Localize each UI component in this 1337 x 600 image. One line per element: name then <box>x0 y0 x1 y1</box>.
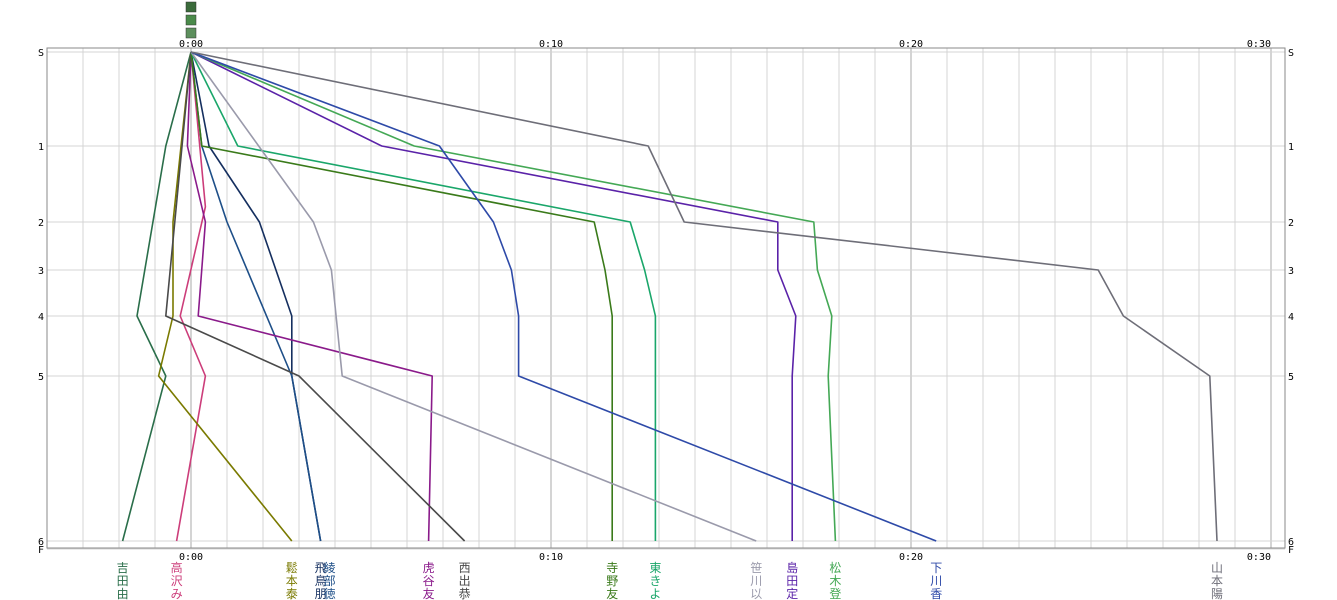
series-name: 虎谷友 <box>423 561 435 600</box>
y-tick-label-right: 4 <box>1288 312 1294 323</box>
y-tick-label-right: 1 <box>1288 142 1294 153</box>
series-name: 寺野友 <box>606 561 618 600</box>
x-tick-label-top: 0:20 <box>899 39 923 50</box>
y-tick-label-right: 3 <box>1288 266 1294 277</box>
y-tick-label-right: 2 <box>1288 218 1294 229</box>
x-tick-label-top: 0:00 <box>179 39 203 50</box>
series-line <box>190 51 757 542</box>
y-tick-label-left: S <box>38 48 44 59</box>
y-tick-label-right: 6 <box>1288 537 1294 548</box>
y-tick-label-left: 2 <box>38 218 44 229</box>
series-name: 綾部徳 <box>324 560 336 600</box>
y-tick-label-right: 5 <box>1288 372 1294 383</box>
y-tick-label-left: 6 <box>38 537 44 548</box>
x-tick-label-bottom: 0:00 <box>179 552 203 563</box>
axis-ticks: 0:00 0:00 0:10 0:10 0:20 0:20 0:30 0:30 S S 1 1 2 2 3 3… <box>38 39 1294 563</box>
header-marker <box>185 27 197 39</box>
x-tick-label-bottom: 0:10 <box>539 552 563 563</box>
series-line <box>175 51 207 542</box>
series-name: 東きよ <box>649 561 661 600</box>
series-name: 下川香 <box>930 561 942 600</box>
series-name: 山本陽 <box>1211 561 1223 600</box>
series-name: 飛鳥朋 <box>315 561 327 600</box>
y-tick-label-right: F <box>1288 545 1294 556</box>
series-name: 西出恭 <box>459 561 471 600</box>
series-line <box>190 51 614 541</box>
header-markers <box>185 1 197 39</box>
series-line <box>190 51 657 541</box>
series-line <box>190 51 837 542</box>
x-tick-label-bottom: 0:30 <box>1247 552 1271 563</box>
x-tick-label-top: 0:30 <box>1247 39 1271 50</box>
series-name: 鬆本泰 <box>286 560 298 600</box>
y-tick-label-left: 5 <box>38 372 44 383</box>
grid <box>46 48 1285 550</box>
series-line <box>190 51 937 542</box>
series-line <box>190 51 322 542</box>
series-line <box>165 51 466 542</box>
series-line <box>157 51 293 542</box>
y-tick-label-left: F <box>38 545 44 556</box>
series-line <box>190 51 322 542</box>
header-marker <box>185 1 197 13</box>
x-tick-label-bottom: 0:20 <box>899 552 923 563</box>
series-name: 島田定 <box>786 560 798 600</box>
series-line <box>186 51 434 542</box>
series-name: 松木登 <box>829 561 841 600</box>
plot-frame <box>46 47 1286 549</box>
y-tick-label-left: 3 <box>38 266 44 277</box>
y-tick-label-right: S <box>1288 48 1294 59</box>
x-tick-label-top: 0:10 <box>539 39 563 50</box>
y-tick-label-left: 4 <box>38 312 44 323</box>
series-line <box>121 51 192 542</box>
series-lines <box>121 51 1218 542</box>
series-line <box>190 51 797 541</box>
series-line <box>190 51 1218 542</box>
series-name: 吉田由 <box>117 561 129 600</box>
header-marker <box>185 14 197 26</box>
y-tick-label-left: 1 <box>38 142 44 153</box>
series-name: 笹川以 <box>750 561 762 600</box>
series-name: 高沢み <box>171 560 183 600</box>
